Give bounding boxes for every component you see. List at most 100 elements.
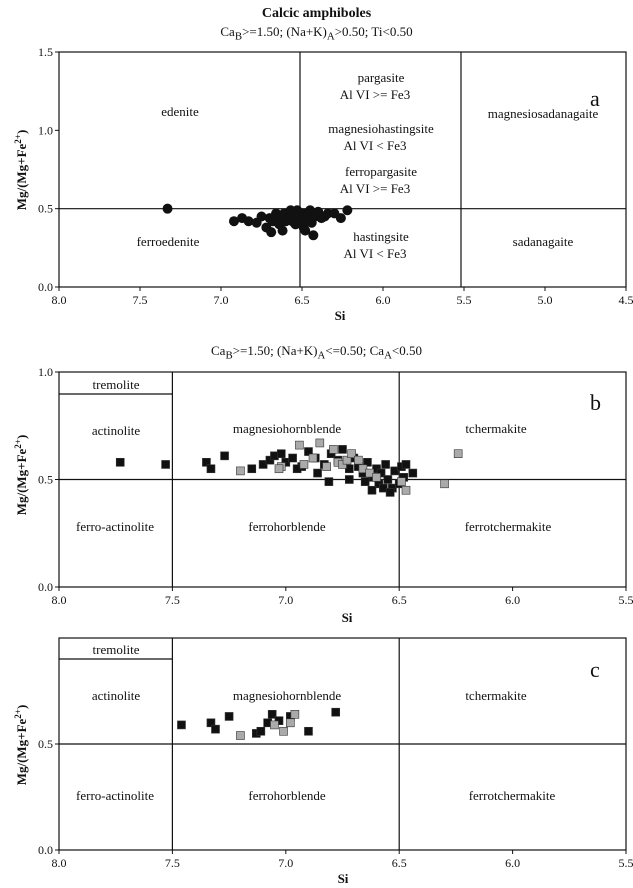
x-tick-label-c-4: 6.0	[505, 856, 520, 870]
field-ferroedenite: ferroedenite	[137, 234, 200, 249]
data-point-a-s0-38	[279, 208, 290, 219]
data-point-b-s0-1	[161, 460, 170, 469]
field-ferrohorblende-c: ferrohorblende	[248, 788, 325, 803]
data-point-c-s0-3	[224, 712, 234, 721]
field-sadanagaite: sadanagaite	[513, 234, 574, 249]
panel-c: c tremolite actinolite magnesiohornblend…	[13, 637, 633, 886]
field-ferropargasite-cond: Al VI >= Fe3	[340, 181, 410, 196]
panel-b: b tremolite actinolite magnesiohornblend…	[13, 365, 633, 625]
chart-header-a: CaB>=1.50; (Na+K)A>0.50; Ti<0.50	[220, 24, 413, 43]
panel-a-letter: a	[590, 86, 600, 111]
data-point-c-s1-4	[290, 710, 300, 719]
data-point-b-s1-9	[342, 455, 352, 465]
panel-c-xlabel: Si	[338, 871, 349, 886]
x-tick-label-c-1: 7.5	[165, 856, 180, 870]
x-tick-label-b-1: 7.5	[165, 593, 180, 607]
data-point-b-s0-41	[324, 477, 334, 486]
panel-c-points	[177, 707, 340, 740]
y-tick-label-a-2: 1.0	[38, 123, 53, 137]
data-point-b-s1-15	[397, 477, 406, 486]
data-point-a-s0-1	[228, 216, 239, 227]
data-point-c-s0-11	[331, 707, 340, 717]
x-tick-label-c-5: 5.5	[619, 856, 633, 870]
data-point-c-s0-10	[304, 726, 313, 736]
field-pargasite-cond: Al VI >= Fe3	[340, 87, 410, 102]
data-point-b-s0-37	[367, 485, 377, 495]
data-point-b-s1-6	[329, 445, 338, 454]
panel-b-axis: 8.0 7.5 7.0 6.5 6.0 5.5 0.0 0.5 1.0	[38, 365, 633, 607]
x-tick-label-b-3: 6.5	[392, 593, 407, 607]
panel-c-axis: 8.0 7.5 7.0 6.5 6.0 5.5 0.0 0.5	[38, 737, 633, 870]
data-point-b-s0-10	[288, 453, 297, 463]
field-tremolite-c: tremolite	[93, 642, 140, 657]
data-point-b-s0-43	[247, 464, 257, 474]
panel-b-ylabel: Mg/(Mg+Fe2+)	[13, 435, 29, 516]
data-point-b-s1-13	[365, 468, 375, 478]
data-point-c-s0-7	[267, 710, 277, 719]
chart-header-b: CaB>=1.50; (Na+K)A<=0.50; CaA<0.50	[211, 343, 422, 362]
y-tick-label-a-3: 1.5	[38, 45, 53, 59]
panel-a-ylabel: Mg/(Mg+Fe2+)	[13, 130, 29, 211]
data-point-c-s0-1	[206, 718, 216, 728]
data-point-b-s0-17	[338, 445, 347, 454]
data-point-b-s1-17	[440, 479, 449, 489]
x-tick-label-b-0: 8.0	[52, 593, 67, 607]
panel-c-ylabel: Mg/(Mg+Fe2+)	[13, 705, 29, 786]
chart-header-title: Calcic amphiboles	[261, 6, 372, 21]
data-point-b-s0-12	[304, 447, 313, 456]
panel-b-letter: b	[590, 390, 601, 415]
x-tick-label-a-2: 7.0	[214, 293, 229, 307]
data-point-b-s1-0	[236, 466, 245, 476]
y-tick-label-b-1: 0.5	[38, 473, 53, 487]
x-tick-label-b-2: 7.0	[278, 593, 293, 607]
panel-a: a edenite pargasite Al VI >= Fe3 magnesi…	[13, 45, 633, 323]
data-point-b-s0-3	[206, 464, 216, 474]
field-ferrotchermakite-b: ferrotchermakite	[465, 519, 552, 534]
x-tick-label-a-1: 7.5	[133, 293, 148, 307]
data-point-b-s1-11	[354, 455, 363, 465]
x-tick-label-a-4: 6.0	[376, 293, 391, 307]
data-point-b-s0-44	[313, 468, 322, 478]
data-point-b-s0-0	[115, 457, 125, 467]
data-point-b-s1-16	[401, 485, 411, 495]
data-point-b-s1-2	[299, 460, 309, 469]
field-ferro-actinolite-b: ferro-actinolite	[76, 519, 154, 534]
data-point-a-s0-37	[287, 216, 298, 227]
data-point-a-s0-39	[266, 227, 277, 238]
data-point-a-s0-11	[277, 225, 288, 236]
field-tremolite-b: tremolite	[93, 377, 140, 392]
data-point-b-s0-29	[383, 475, 393, 484]
x-tick-label-c-0: 8.0	[52, 856, 67, 870]
field-ferropargasite: ferropargasite	[345, 164, 417, 179]
y-tick-label-b-2: 1.0	[38, 365, 53, 379]
data-point-c-s0-5	[256, 726, 266, 736]
data-point-b-s0-22	[363, 457, 372, 467]
field-magnesiohastingsite-cond: Al VI < Fe3	[343, 138, 406, 153]
panel-b-points	[115, 438, 463, 497]
y-tick-label-b-0: 0.0	[38, 580, 53, 594]
field-ferro-actinolite-c: ferro-actinolite	[76, 788, 154, 803]
data-point-b-s1-10	[347, 449, 356, 459]
data-point-b-s0-8	[276, 449, 286, 459]
data-point-a-s0-35	[342, 205, 353, 216]
data-point-c-s1-2	[279, 726, 288, 736]
panel-a-frame	[58, 51, 627, 288]
data-point-b-s1-18	[453, 449, 463, 459]
data-point-b-s0-39	[345, 475, 354, 484]
x-tick-label-c-2: 7.0	[278, 856, 293, 870]
field-magnesiosadanagaite: magnesiosadanagaite	[488, 106, 599, 121]
y-tick-label-c-1: 0.5	[38, 737, 53, 751]
data-point-b-s1-4	[315, 438, 325, 448]
data-point-c-s0-0	[177, 720, 186, 730]
data-point-b-s0-28	[381, 460, 390, 469]
field-edenite: edenite	[161, 104, 199, 119]
field-hastingsite-cond: Al VI < Fe3	[343, 246, 406, 261]
data-point-c-s0-2	[211, 724, 220, 734]
data-point-b-s0-4	[220, 451, 229, 461]
data-point-a-s0-3	[243, 216, 254, 227]
data-point-b-s1-19	[295, 440, 304, 450]
data-point-a-s0-40	[300, 225, 311, 236]
field-ferrohorblende-b: ferrohorblende	[248, 519, 325, 534]
x-tick-label-a-0: 8.0	[52, 293, 67, 307]
